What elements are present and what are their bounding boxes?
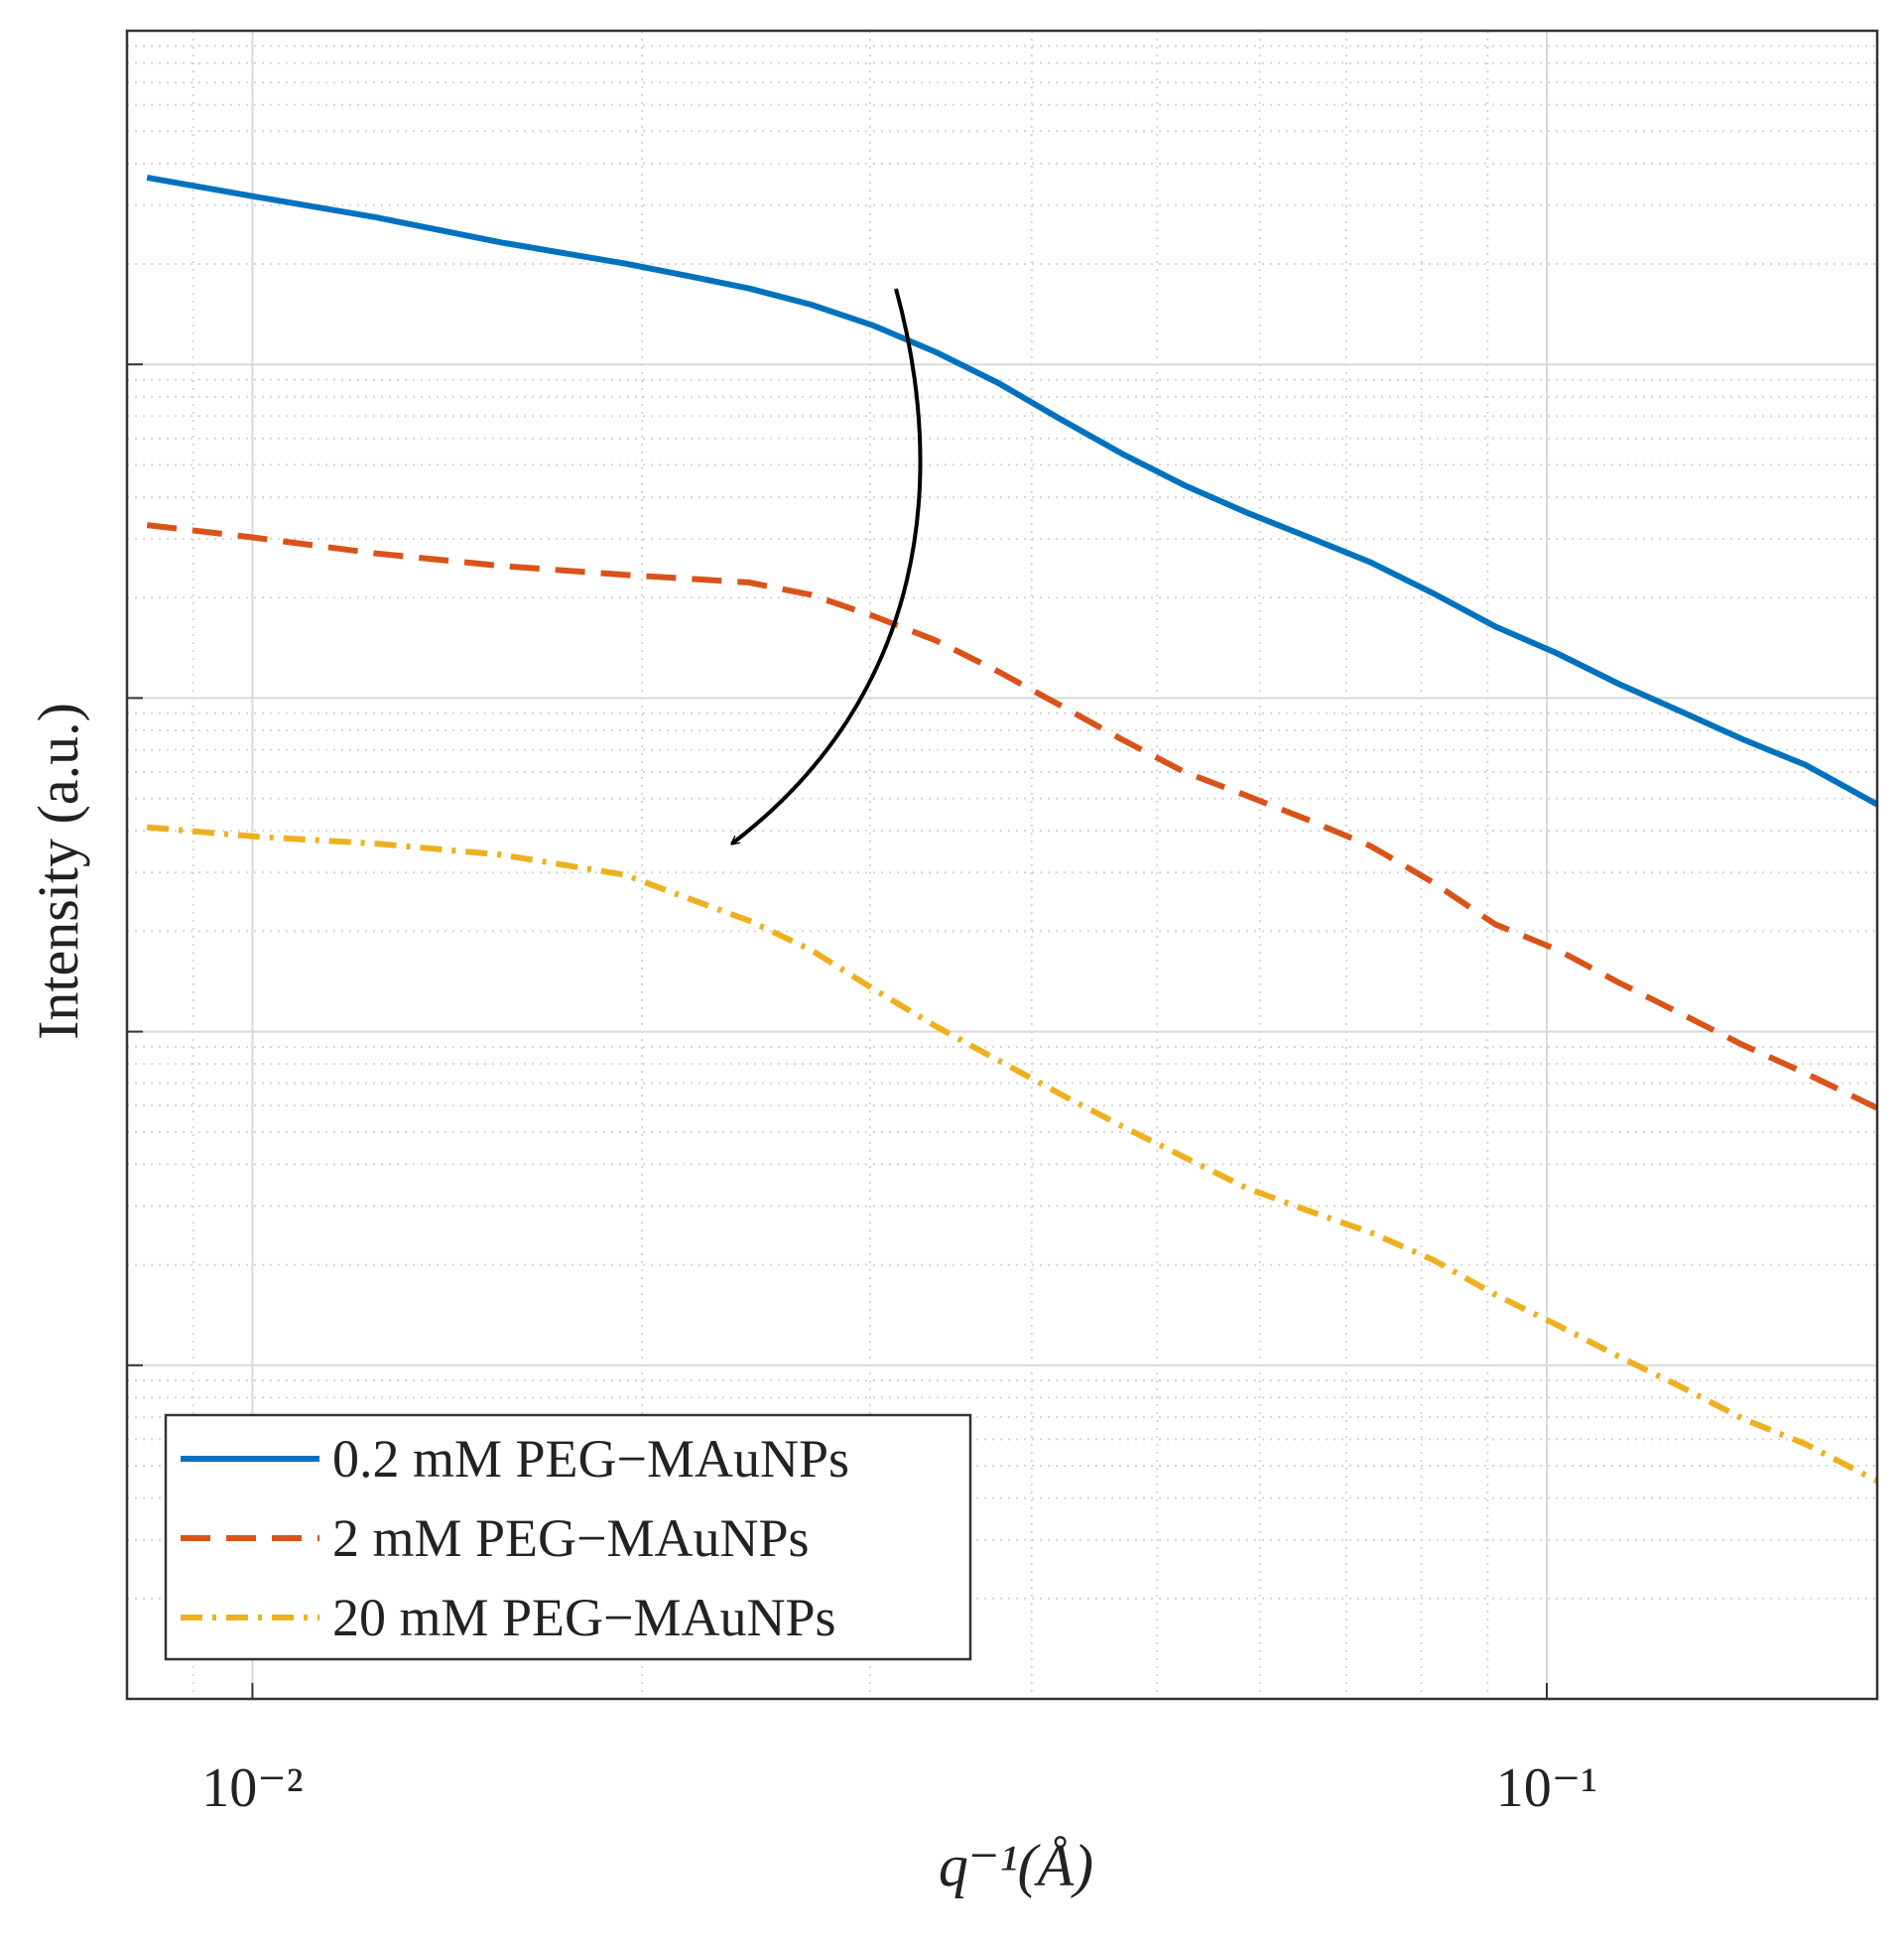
legend-label: 20 mM PEG−MAuNPs [332, 1588, 836, 1647]
grid [127, 31, 1877, 1699]
legend: 0.2 mM PEG−MAuNPs 2 mM PEG−MAuNPs 20 mM PE… [164, 1413, 972, 1661]
plot-frame [125, 29, 1879, 1701]
x-tick-label: 10⁻² [201, 1757, 303, 1819]
legend-label: 2 mM PEG−MAuNPs [332, 1508, 810, 1568]
plot-lines [146, 174, 1879, 1485]
trend-arrow [732, 288, 923, 843]
ticks: 10⁻² 10⁻¹ [127, 363, 1597, 1819]
data-line [146, 522, 1879, 1111]
legend-label: 0.2 mM PEG−MAuNPs [332, 1429, 849, 1489]
data-line [146, 824, 1879, 1485]
x-tick-label: 10⁻¹ [1496, 1757, 1597, 1819]
x-axis-label: q⁻¹(Å) [939, 1833, 1093, 1898]
y-axis-label: Intensity (a.u.) [26, 703, 90, 1040]
data-line [146, 174, 1879, 808]
